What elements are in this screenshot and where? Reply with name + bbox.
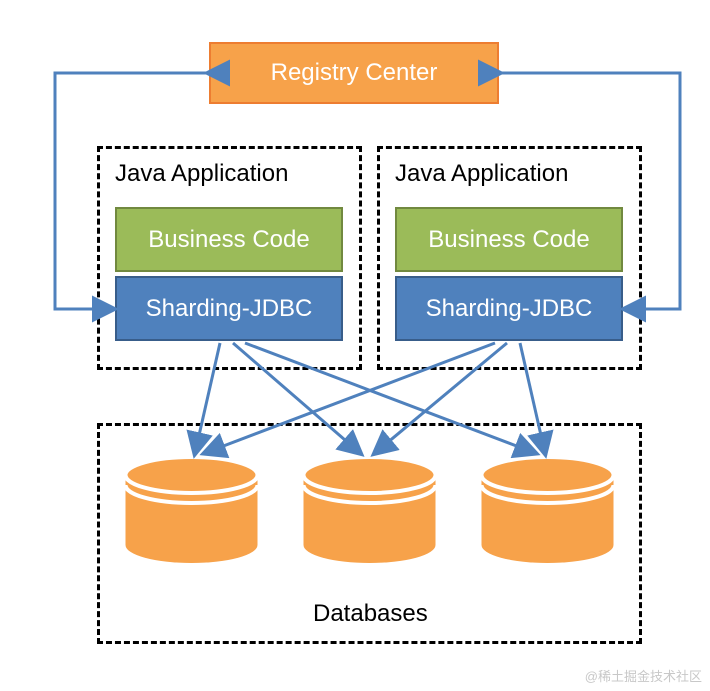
- db-cylinder-2: [302, 455, 437, 565]
- business-code-2: Business Code: [395, 207, 623, 272]
- jdbc1-label: Sharding-JDBC: [146, 295, 313, 323]
- jdbc2-label: Sharding-JDBC: [426, 295, 593, 323]
- java-app-1-label: Java Application: [115, 160, 288, 188]
- sharding-jdbc-1: Sharding-JDBC: [115, 276, 343, 341]
- sharding-jdbc-2: Sharding-JDBC: [395, 276, 623, 341]
- watermark: @稀土掘金技术社区: [585, 666, 702, 685]
- biz1-label: Business Code: [148, 226, 309, 254]
- java-app-2-label: Java Application: [395, 160, 568, 188]
- registry-center-box: Registry Center: [209, 42, 499, 104]
- registry-label: Registry Center: [271, 59, 438, 87]
- databases-label: Databases: [313, 600, 428, 628]
- biz2-label: Business Code: [428, 226, 589, 254]
- db-cylinder-3: [480, 455, 615, 565]
- business-code-1: Business Code: [115, 207, 343, 272]
- db-cylinder-1: [124, 455, 259, 565]
